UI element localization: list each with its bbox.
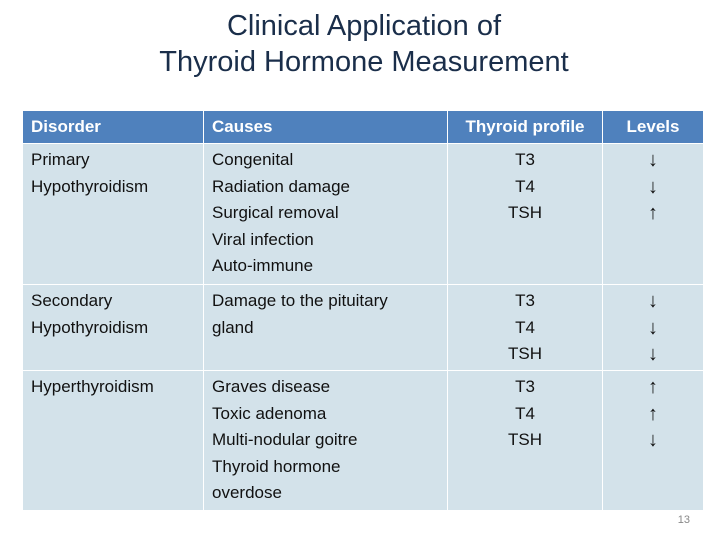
cell-line: Damage to the pituitary bbox=[212, 291, 388, 310]
table-cell: T3 T4 TSH bbox=[447, 284, 603, 371]
cell-line: Primary bbox=[31, 150, 90, 169]
table-row: Primary Hypothyroidism Congenital Radiation… bbox=[22, 143, 704, 285]
cell-line: overdose bbox=[212, 483, 282, 502]
cell-line: Thyroid hormone bbox=[212, 456, 341, 476]
header-cell: Disorder bbox=[22, 110, 204, 144]
cell-line: TSH bbox=[508, 203, 542, 222]
cell-line: gland bbox=[212, 317, 254, 337]
table-row: Hyperthyroidism Graves disease Toxic adeno… bbox=[22, 370, 704, 511]
header-cell: Thyroid profile bbox=[447, 110, 603, 144]
table-cell: ↓ ↓ ↑ bbox=[602, 143, 704, 285]
table-cell: Congenital Radiation damage Surgical remov… bbox=[203, 143, 448, 285]
cell-line: Radiation damage bbox=[212, 176, 350, 196]
table-cell: T3 T4 TSH bbox=[447, 370, 603, 511]
cell-line: ↓ bbox=[648, 316, 658, 339]
table-cell: ↓ ↓ ↓ bbox=[602, 284, 704, 371]
cell-line: Hypothyroidism bbox=[31, 176, 149, 196]
cell-line: TSH bbox=[508, 430, 542, 449]
cell-line: Hypothyroidism bbox=[31, 317, 149, 337]
table-cell: ↑ ↑ ↓ bbox=[602, 370, 704, 511]
cell-line: ↓ bbox=[648, 175, 658, 198]
cell-line: T3 bbox=[515, 377, 535, 396]
cell-line: Hyperthyroidism bbox=[31, 377, 154, 396]
cell-line: Graves disease bbox=[212, 377, 331, 396]
header-cell: Levels bbox=[602, 110, 704, 144]
cell-line: Surgical removal bbox=[212, 203, 339, 222]
cell-line: ↓ bbox=[648, 343, 658, 365]
cell-line: T4 bbox=[515, 403, 535, 423]
table-cell: T3 T4 TSH bbox=[447, 143, 603, 285]
header-cell: Causes bbox=[203, 110, 448, 144]
cell-line: T4 bbox=[515, 317, 535, 337]
page-number: 13 bbox=[677, 514, 690, 526]
title-line: Clinical Application of bbox=[226, 10, 502, 42]
cell-line: Viral infection bbox=[212, 229, 314, 249]
cell-line: Multi-nodular goitre bbox=[212, 430, 358, 449]
cell-line: Secondary bbox=[31, 291, 113, 310]
cell-line: Auto-immune bbox=[212, 256, 314, 275]
cell-line: TSH bbox=[508, 344, 542, 363]
title: Clinical Application of Thyroid Hormone … bbox=[0, 8, 728, 80]
table-row: Secondary Hypothyroidism Damage to the pit… bbox=[22, 284, 704, 371]
title-line: Thyroid Hormone Measurement bbox=[159, 46, 569, 78]
table-cell: Secondary Hypothyroidism bbox=[22, 284, 204, 371]
table-cell: Damage to the pituitary gland bbox=[203, 284, 448, 371]
cell-line: ↓ bbox=[648, 290, 658, 312]
cell-line: ↑ bbox=[648, 376, 658, 398]
cell-line: ↑ bbox=[648, 402, 658, 425]
header-row: Disorder Causes Thyroid profile Levels bbox=[22, 110, 704, 144]
cell-line: ↑ bbox=[648, 202, 658, 224]
cell-line: T3 bbox=[515, 150, 535, 169]
cell-line: ↓ bbox=[648, 429, 658, 451]
table-cell: Hyperthyroidism bbox=[22, 370, 204, 511]
cell-line: T3 bbox=[515, 291, 535, 310]
table-cell: Graves disease Toxic adenoma Multi-nodular… bbox=[203, 370, 448, 511]
table: Disorder Causes Thyroid profile Levels Prim… bbox=[22, 110, 704, 511]
cell-line: Congenital bbox=[212, 150, 294, 169]
cell-line: Toxic adenoma bbox=[212, 403, 327, 423]
cell-line: ↓ bbox=[648, 149, 658, 171]
table-cell: Primary Hypothyroidism bbox=[22, 143, 204, 285]
cell-line: T4 bbox=[515, 176, 535, 196]
